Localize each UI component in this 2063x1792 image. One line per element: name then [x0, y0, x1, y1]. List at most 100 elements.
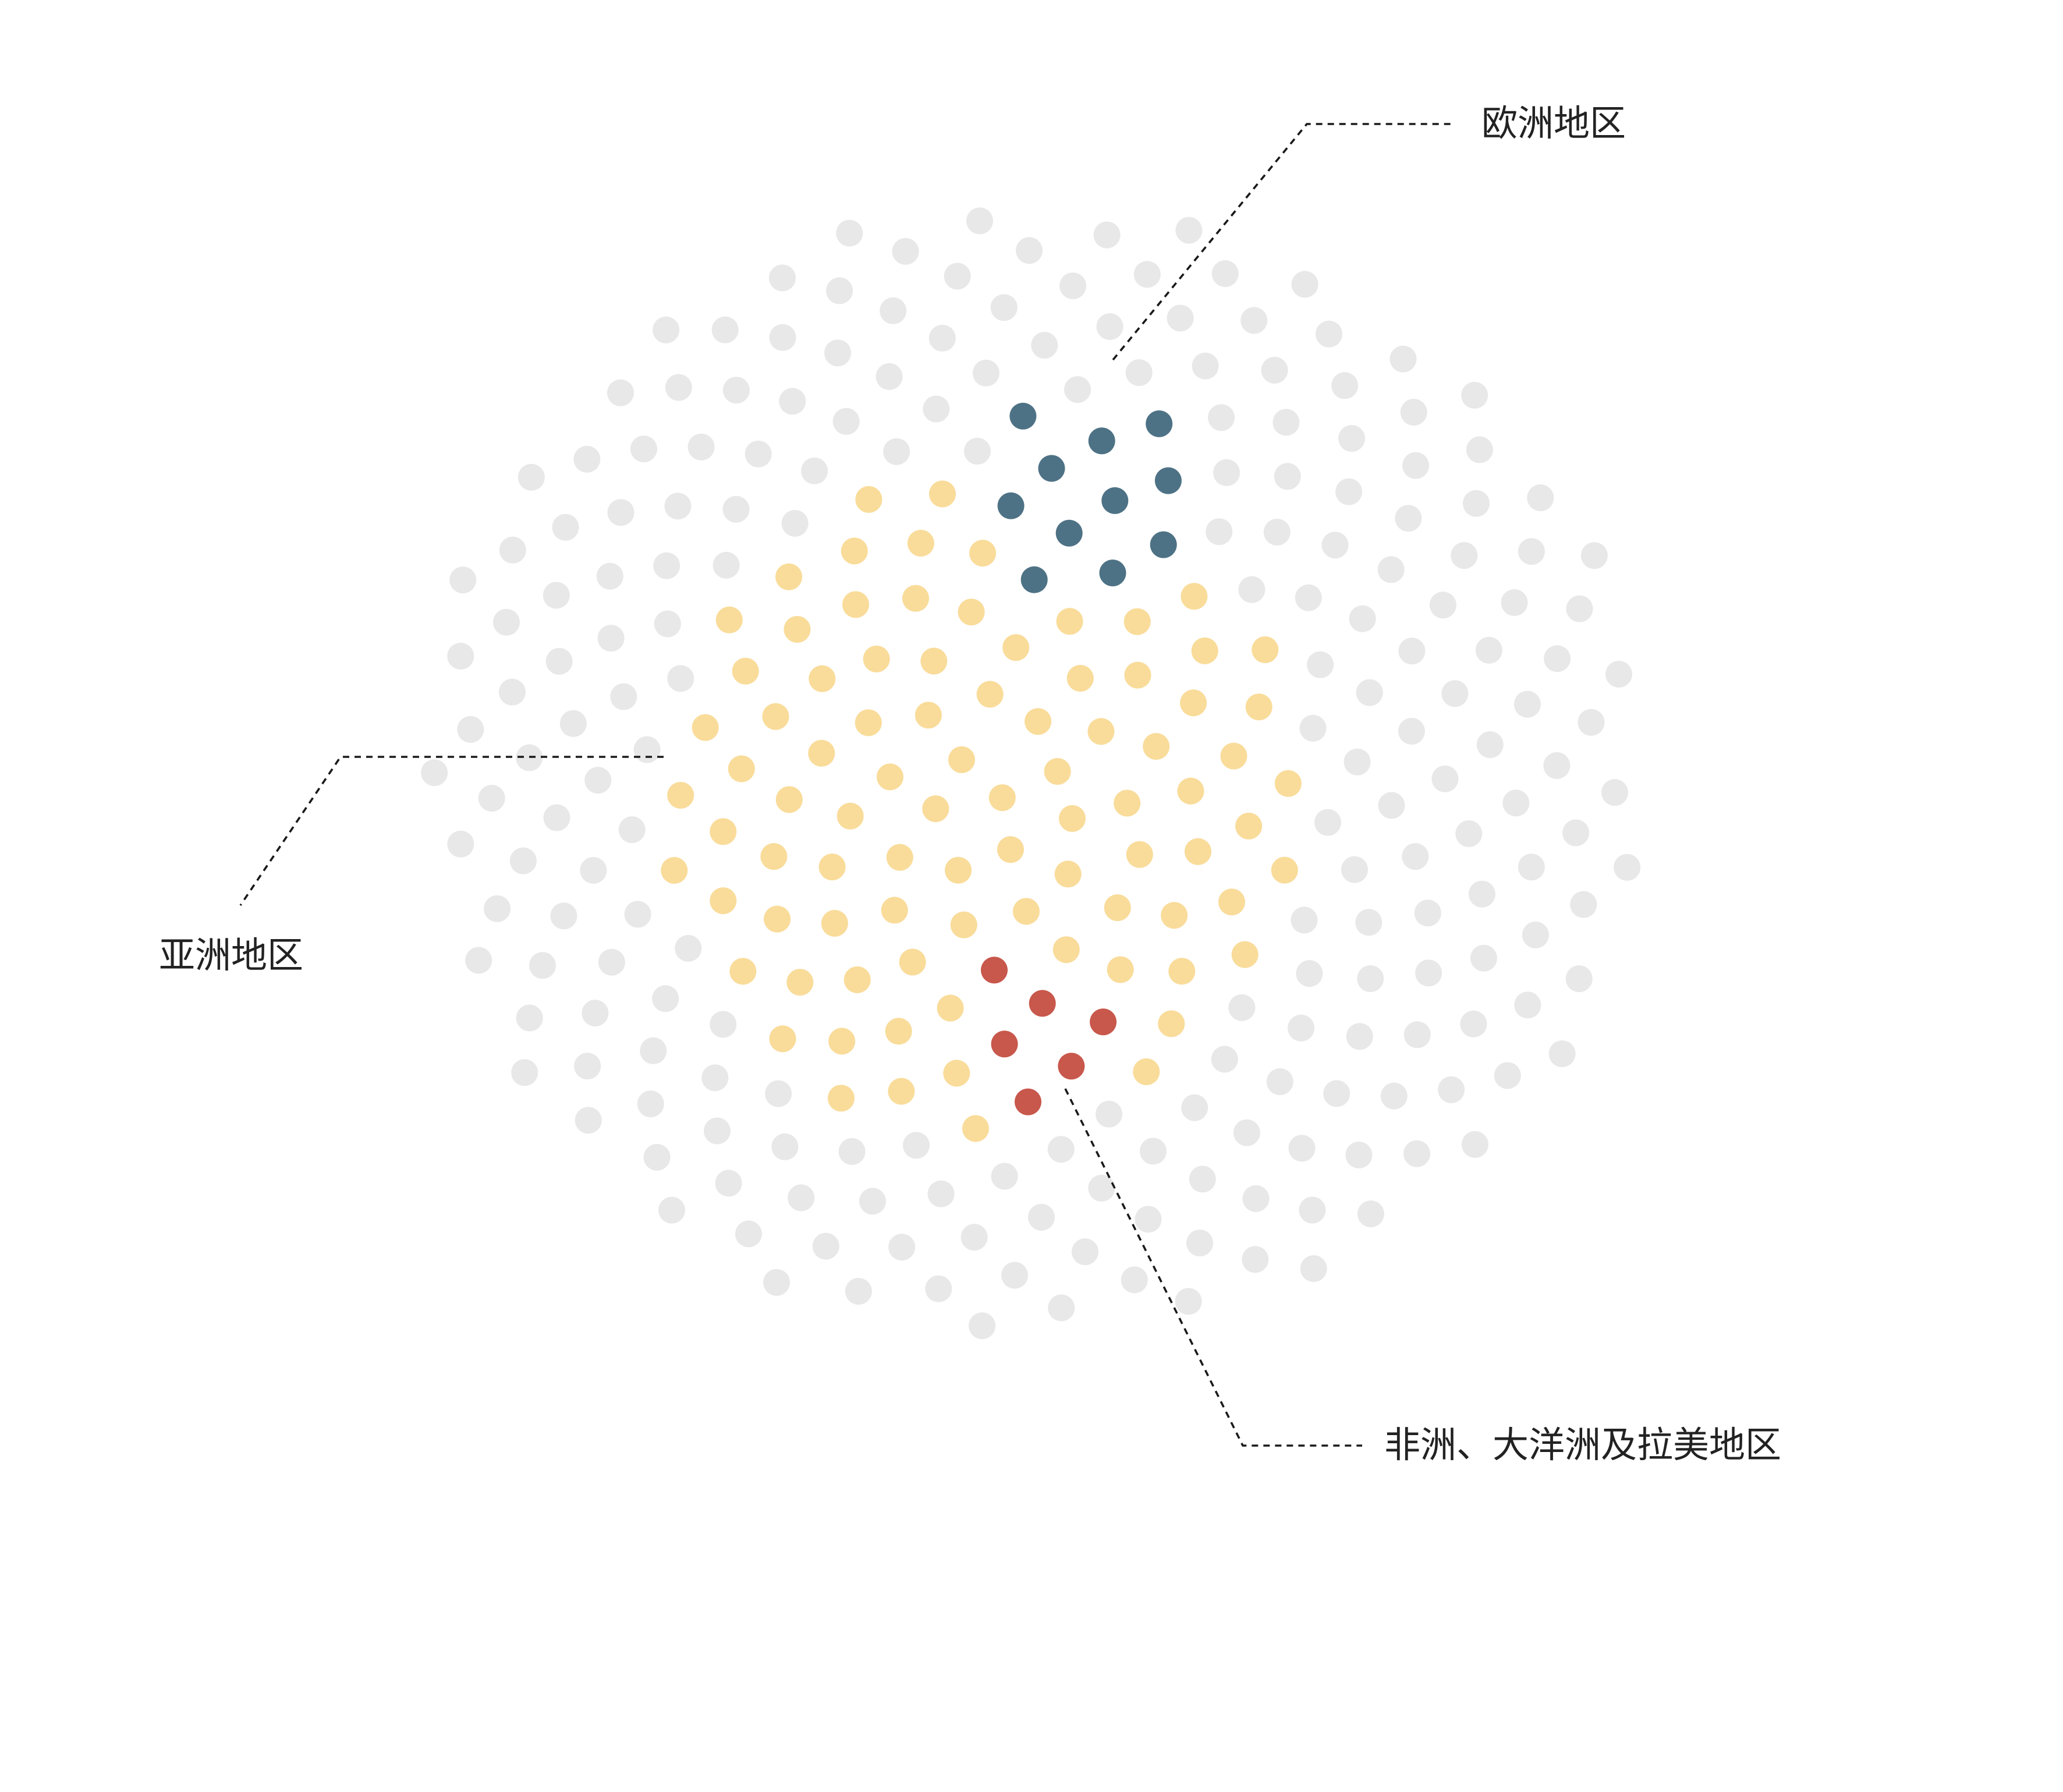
background-dot-41 [1431, 765, 1459, 792]
background-dot-166 [1016, 237, 1043, 264]
background-dot-45 [610, 683, 637, 710]
background-dot-3 [1314, 809, 1341, 836]
other-region-dot-3 [1090, 1008, 1117, 1036]
background-dot-103 [824, 339, 852, 367]
other-region-dot-1 [981, 957, 1008, 984]
background-dot-12 [963, 438, 991, 465]
asia-region-dot-25 [1104, 894, 1131, 922]
asia-region-dot-47 [969, 540, 997, 567]
background-dot-175 [1242, 1246, 1269, 1273]
background-dot-140 [1240, 307, 1268, 334]
background-dot-56 [972, 359, 999, 387]
background-dot-161 [1316, 320, 1342, 348]
asia-region-dot-34 [863, 645, 890, 672]
background-dot-37 [618, 816, 646, 844]
background-dot-52 [1140, 1138, 1167, 1165]
background-dot-71 [580, 856, 607, 884]
asia-region-dot-15 [945, 856, 972, 884]
background-dot-185 [1601, 779, 1628, 806]
background-dot-211 [1580, 542, 1608, 569]
background-dot-16 [1378, 792, 1405, 819]
asia-region-dot-42 [818, 853, 846, 881]
background-dot-129 [630, 435, 657, 463]
background-dot-17 [1211, 1046, 1238, 1073]
background-dot-116 [722, 377, 750, 404]
asia-region-dot-19 [1124, 661, 1151, 689]
background-dot-33 [654, 610, 681, 638]
background-dot-110 [704, 1117, 731, 1145]
background-dot-82 [779, 388, 806, 415]
asia-region-dot-74 [692, 714, 719, 741]
europe-region-dot-9 [1088, 427, 1115, 455]
background-dot-34 [1398, 638, 1426, 665]
background-dot-74 [664, 493, 692, 520]
background-dot-142 [552, 513, 579, 541]
background-dot-107 [1135, 1206, 1162, 1233]
background-dot-207 [511, 1059, 538, 1086]
background-dot-193 [1565, 965, 1593, 993]
background-dot-36 [1357, 965, 1384, 992]
other-region-dot-2 [1029, 990, 1056, 1017]
background-dot-48 [832, 408, 860, 435]
asia-region-dot-35 [1220, 742, 1247, 770]
background-dot-99 [1288, 1135, 1316, 1162]
asia-region-dot-10 [922, 795, 949, 823]
background-dot-72 [1272, 409, 1300, 436]
background-dot-146 [1438, 1076, 1465, 1103]
background-dot-167 [1403, 1140, 1430, 1167]
asia-region-dot-23 [886, 844, 913, 871]
background-dot-59 [1335, 478, 1363, 505]
asia-region-dot-26 [855, 709, 882, 736]
background-dot-127 [1331, 372, 1359, 399]
background-dot-117 [1518, 853, 1545, 881]
background-dot-31 [675, 934, 702, 962]
background-dot-188 [1357, 1200, 1384, 1227]
background-dot-210 [449, 566, 477, 594]
background-dot-58 [584, 767, 612, 794]
background-dot-209 [1300, 1255, 1327, 1282]
asia-region-dot-40 [902, 585, 929, 612]
background-dot-87 [596, 562, 623, 590]
background-dot-157 [812, 1233, 839, 1260]
background-dot-22 [1213, 459, 1240, 486]
asia-region-dot-57 [937, 994, 964, 1022]
background-dot-136 [888, 1234, 916, 1261]
asia-region-dot-60 [760, 843, 788, 870]
background-dot-102 [859, 1188, 886, 1215]
background-dot-201 [1461, 1131, 1488, 1158]
background-dot-192 [769, 264, 796, 292]
background-dot-196 [1175, 1288, 1202, 1315]
asia-region-dot-45 [1245, 693, 1272, 721]
background-dot-69 [875, 363, 903, 390]
background-dot-154 [1299, 1196, 1326, 1224]
asia-region-dot-37 [1161, 902, 1188, 929]
asia-region-dot-83 [888, 1078, 915, 1105]
asia-region-dot-67 [1158, 1010, 1185, 1037]
background-dot-97 [640, 1037, 667, 1064]
asia-region-dot-6 [1087, 718, 1115, 745]
asia-region-dot-7 [997, 836, 1024, 863]
asia-region-dot-5 [948, 746, 975, 773]
background-dot-93 [1338, 425, 1365, 452]
background-dot-63 [652, 985, 679, 1012]
background-dot-77 [1031, 332, 1058, 359]
asia-region-dot-73 [786, 969, 814, 996]
background-dot-170 [925, 1275, 952, 1302]
asia-region-dot-13 [914, 702, 942, 729]
background-dot-85 [1192, 352, 1219, 380]
background-dot-122 [1501, 589, 1528, 616]
background-dot-66 [597, 625, 625, 652]
background-dot-21 [1355, 909, 1383, 936]
background-dot-131 [637, 1090, 664, 1118]
asia-region-dot-52 [1274, 770, 1302, 797]
asia-region-dot-44 [809, 665, 836, 692]
background-dot-159 [1514, 991, 1541, 1019]
background-dot-135 [1463, 490, 1490, 517]
background-dot-147 [478, 785, 505, 812]
europe-region-dot-5 [997, 492, 1025, 519]
asia-region-dot-12 [1054, 860, 1082, 888]
background-dot-181 [447, 830, 474, 858]
background-dot-141 [1186, 1230, 1213, 1256]
background-dot-5 [1291, 906, 1318, 934]
asia-region-dot-38 [808, 739, 835, 767]
